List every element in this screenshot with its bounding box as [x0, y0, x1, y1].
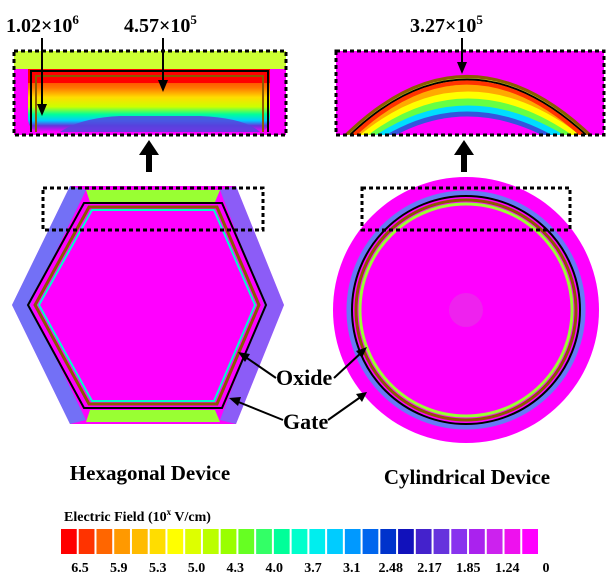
- colorbar-tick-label: 3.7: [304, 561, 322, 576]
- colorbar-swatch: [149, 529, 166, 554]
- colorbar-swatch: [327, 529, 343, 554]
- colorbar-swatch: [415, 529, 432, 554]
- colorbar-tick-label: 0: [543, 561, 550, 576]
- gate-callout: Gate: [229, 392, 367, 434]
- hex-oxide-outline: [33, 205, 261, 406]
- hex-inset-oxide-line: [35, 75, 264, 132]
- hex-inset-frame: [12, 49, 288, 137]
- annotation-cyl-peak: 3.27×105: [410, 12, 483, 74]
- cyl-inner-field-ring: [358, 202, 574, 418]
- cyl-inset-band-magenta: [396, 116, 542, 135]
- colorbar-swatch: [185, 529, 201, 554]
- colorbar-swatch: [273, 529, 290, 554]
- cyl-gate-ring: [351, 195, 581, 425]
- cyl-rough-edge: [346, 190, 586, 430]
- colorbar-swatch: [362, 529, 379, 554]
- colorbar-tick-label: 1.24: [495, 561, 520, 576]
- colorbar-title: Electric Field (10x V/cm): [64, 507, 211, 525]
- colorbar-swatch: [291, 529, 308, 554]
- colorbar-tick-label: 2.48: [378, 561, 403, 576]
- colorbar-swatch: [433, 529, 450, 554]
- hex-bottom-band: [86, 410, 220, 422]
- colorbar-swatch: [78, 529, 95, 554]
- hex-inset-inner-gradient: [60, 116, 260, 132]
- hex-inset-right-edge: [270, 69, 286, 135]
- hexagonal-device-label: Hexagonal Device: [70, 461, 230, 485]
- cyl-zoom-arrow: [454, 140, 474, 172]
- colorbar-swatch: [114, 529, 130, 554]
- cyl-inset-gate-arc: [349, 78, 587, 135]
- colorbar-swatch: [380, 529, 397, 554]
- hex-peak-value: 1.02×106: [6, 12, 79, 37]
- colorbar-swatch: [398, 529, 414, 554]
- colorbar-swatch: [344, 529, 361, 554]
- colorbar-swatch: [61, 529, 77, 554]
- hex-right-rough-edge: [220, 186, 284, 424]
- hex-inset-left-edge: [14, 69, 28, 135]
- cylindrical-device-label: Cylindrical Device: [384, 465, 550, 489]
- cyl-peak-value: 3.27×105: [410, 12, 483, 37]
- colorbar-swatch: [486, 529, 503, 554]
- colorbar-swatch: [256, 529, 272, 554]
- colorbar-swatch: [167, 529, 184, 554]
- colorbar-swatch: [504, 529, 521, 554]
- cyl-inset-oxide-arc: [344, 75, 592, 135]
- colorbar-tick-label: 5.0: [188, 561, 206, 576]
- hex-zoom-arrow: [139, 140, 159, 172]
- oxide-label: Oxide: [276, 365, 332, 390]
- colorbar-tick-label: 4.0: [265, 561, 283, 576]
- cylindrical-inset: [334, 49, 606, 137]
- colorbar-swatch: [469, 529, 485, 554]
- gate-label: Gate: [283, 409, 328, 434]
- colorbar-swatch: [238, 529, 255, 554]
- colorbar-swatches: [61, 529, 538, 554]
- hex-inner-field-line: [37, 209, 257, 402]
- colorbar-tick-label: 5.3: [149, 561, 167, 576]
- colorbar-swatch: [131, 529, 148, 554]
- hex-channel: [44, 214, 250, 397]
- hexagonal-device: [12, 186, 284, 424]
- hex-mid-value: 4.57×105: [124, 12, 197, 37]
- cylindrical-device: [333, 177, 599, 443]
- colorbar-swatch: [451, 529, 468, 554]
- colorbar-swatch: [202, 529, 219, 554]
- hex-inset-gate-line: [30, 70, 269, 132]
- hex-zoom-region: [41, 186, 265, 232]
- colorbar-tick-label: 2.17: [417, 561, 442, 576]
- cyl-inset-peak-arc: [352, 80, 584, 135]
- cyl-oxide-ring: [354, 198, 578, 422]
- colorbar-swatch: [309, 529, 326, 554]
- colorbar: Electric Field (10x V/cm) 6.5 5.9 5.3 5.0 4.…: [61, 507, 550, 576]
- colorbar-tick-label: 6.5: [71, 561, 89, 576]
- hex-top-band: [86, 190, 220, 202]
- colorbar-swatch: [522, 529, 538, 554]
- cyl-inset-outer-field: [336, 65, 602, 135]
- colorbar-tick-label: 3.1: [343, 561, 361, 576]
- colorbar-ticks: 6.5 5.9 5.3 5.0 4.3 4.0 3.7 3.1 2.48 2.17 1.85 1.24…: [71, 561, 549, 576]
- cyl-zoom-region: [360, 186, 572, 232]
- colorbar-swatch: [96, 529, 113, 554]
- colorbar-tick-label: 4.3: [227, 561, 245, 576]
- hex-gate-outline: [26, 202, 268, 409]
- annotation-hex-peak: 1.02×106: [6, 12, 79, 116]
- cyl-inset-frame: [334, 49, 606, 137]
- hexagonal-inset: [12, 49, 288, 137]
- annotation-hex-mid: 4.57×105: [124, 12, 197, 92]
- hex-left-rough-edge: [12, 186, 86, 424]
- hex-inset-gate-region: [14, 51, 286, 69]
- hex-inset-field-gradient: [28, 69, 270, 132]
- colorbar-swatch: [220, 529, 237, 554]
- cyl-center-spot: [449, 293, 483, 327]
- colorbar-tick-label: 1.85: [456, 561, 481, 576]
- oxide-callout: Oxide: [238, 347, 367, 390]
- colorbar-tick-label: 5.9: [110, 561, 128, 576]
